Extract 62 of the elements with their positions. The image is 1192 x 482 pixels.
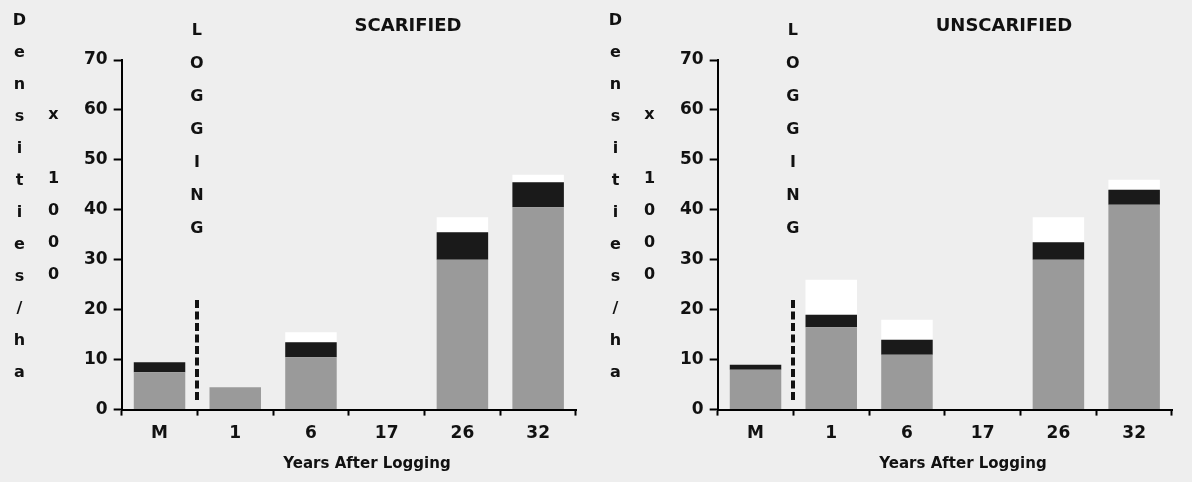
x-tick-label: 17 bbox=[970, 422, 995, 443]
bar bbox=[805, 314, 857, 328]
bar bbox=[805, 279, 857, 315]
bar bbox=[881, 319, 933, 340]
y-tick-label: 0 bbox=[95, 398, 108, 419]
bar bbox=[436, 259, 489, 410]
bar bbox=[1108, 204, 1160, 410]
y-tick-label: 40 bbox=[679, 198, 704, 219]
bar bbox=[881, 339, 933, 355]
bar bbox=[133, 372, 186, 410]
y-tick-label: 10 bbox=[679, 348, 704, 369]
chart-title: UNSCARIFIED bbox=[934, 14, 1074, 35]
x-tick-label: 32 bbox=[1122, 422, 1146, 443]
bar bbox=[209, 387, 261, 410]
x-tick-label: 17 bbox=[374, 422, 399, 443]
bar bbox=[512, 182, 564, 208]
x-axis-title: Years After Logging bbox=[282, 454, 452, 472]
x-tick-label: M bbox=[151, 422, 168, 443]
annotation: LOGGING bbox=[783, 20, 804, 251]
bar bbox=[436, 217, 489, 233]
bar bbox=[285, 332, 337, 343]
bar bbox=[729, 369, 782, 410]
y-tick-label: 50 bbox=[679, 148, 704, 169]
x-tick-label: M bbox=[747, 422, 764, 443]
y-tick-label: 20 bbox=[679, 298, 704, 319]
y-tick-label: 0 bbox=[691, 398, 704, 419]
y-tick-label: 50 bbox=[83, 148, 108, 169]
y-tick-label: 40 bbox=[83, 198, 108, 219]
y-tick-label: 10 bbox=[83, 348, 108, 369]
x-tick-label: 32 bbox=[526, 422, 550, 443]
x-tick-label: 26 bbox=[450, 422, 475, 443]
bar bbox=[512, 174, 564, 183]
bar bbox=[1032, 242, 1085, 260]
x-tick-label: 6 bbox=[901, 422, 913, 443]
y-tick-label: 60 bbox=[679, 98, 704, 119]
x-axis-title: Years After Logging bbox=[878, 454, 1048, 472]
bar bbox=[285, 342, 337, 358]
annotation: LOGGING bbox=[187, 20, 208, 251]
y-tick-label: 30 bbox=[83, 248, 108, 269]
bar bbox=[1032, 217, 1085, 243]
bar bbox=[1032, 259, 1085, 410]
bar bbox=[436, 232, 489, 260]
y-tick-label: 70 bbox=[83, 48, 108, 69]
y-tick-label: 20 bbox=[83, 298, 108, 319]
bar bbox=[133, 362, 186, 373]
bar bbox=[285, 357, 337, 410]
bar bbox=[729, 364, 782, 370]
bar bbox=[1108, 189, 1160, 205]
y-tick-label: 30 bbox=[679, 248, 704, 269]
y-tick-label: 70 bbox=[679, 48, 704, 69]
y-axis-title: Densities/ha x 1000 bbox=[605, 10, 660, 394]
x-tick-label: 26 bbox=[1046, 422, 1071, 443]
y-axis-title: Densities/ha x 1000 bbox=[9, 10, 64, 394]
bar bbox=[1108, 179, 1160, 190]
x-tick-label: 1 bbox=[825, 422, 838, 443]
y-tick-label: 60 bbox=[83, 98, 108, 119]
x-tick-label: 1 bbox=[229, 422, 242, 443]
chart-title: SCARIFIED bbox=[353, 14, 463, 35]
x-tick-label: 6 bbox=[305, 422, 317, 443]
bar bbox=[805, 327, 857, 410]
bar bbox=[512, 207, 564, 410]
bar bbox=[881, 354, 933, 410]
